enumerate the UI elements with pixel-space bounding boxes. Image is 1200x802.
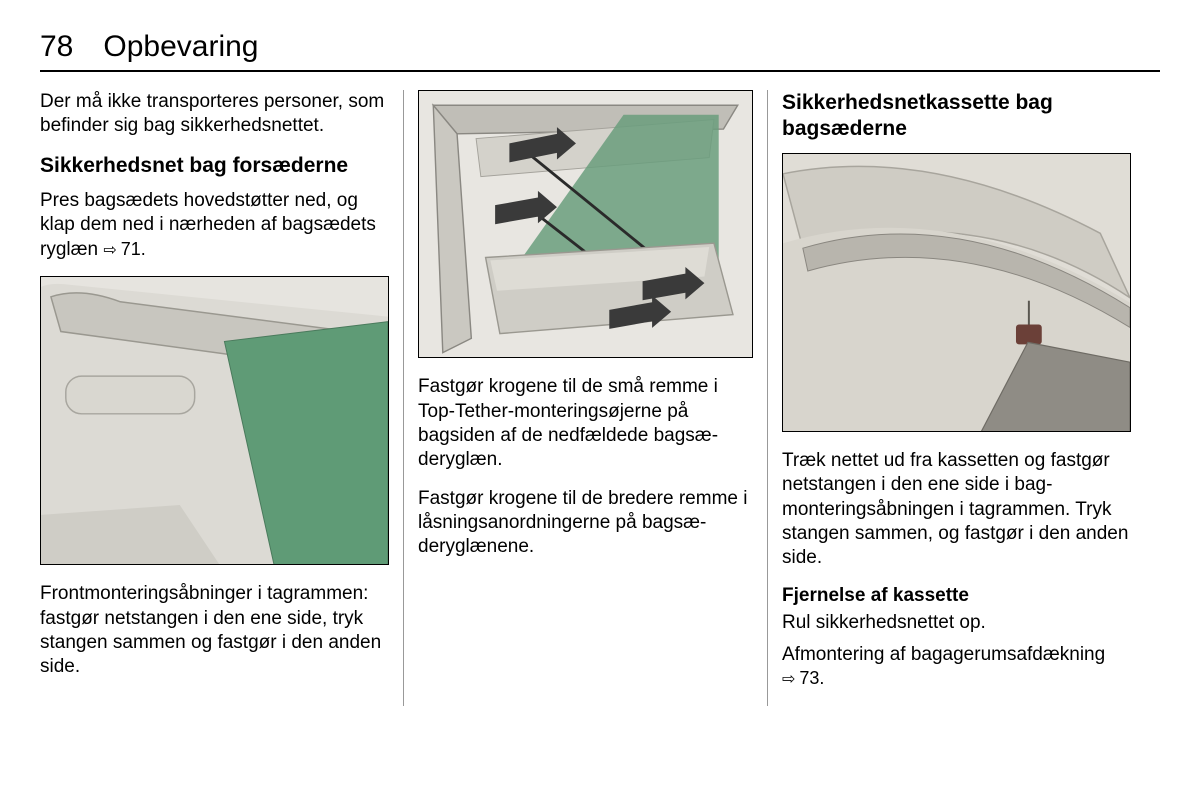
- illustration-front-mount: [40, 276, 389, 566]
- illustration-hooks: [418, 90, 753, 358]
- removal-xref: Afmontering af bagagerumsafdæk­ning 73.: [782, 643, 1131, 692]
- safety-warning-text: Der må ikke transporteres personer, som …: [40, 90, 389, 139]
- removal-text: Afmontering af bagagerumsafdæk­ning: [782, 644, 1105, 665]
- content-columns: Der må ikke transporteres personer, som …: [40, 90, 1160, 706]
- cassette-pull-instruction: Træk nettet ud fra kassetten og fast­gør…: [782, 449, 1131, 571]
- column-2: Fastgør krogene til de små remme i Top-T…: [404, 90, 767, 706]
- wider-straps-instruction: Fastgør krogene til de bredere remme i l…: [418, 487, 753, 560]
- page-number: 78: [40, 30, 73, 64]
- page-header: 78 Opbevaring: [40, 30, 1160, 72]
- section-title: Opbevaring: [103, 30, 258, 64]
- heading-cassette: Sikkerhedsnetkassette bag bagsæderne: [782, 90, 1131, 143]
- column-1: Der må ikke transporteres personer, som …: [40, 90, 403, 706]
- headrest-text: Pres bagsædets hovedstøtter ned, og klap…: [40, 190, 376, 260]
- cross-reference-71: 71.: [103, 238, 145, 261]
- heading-remove-cassette: Fjernelse af kassette: [782, 585, 1131, 607]
- rollup-instruction: Rul sikkerhedsnettet op.: [782, 611, 1131, 635]
- cross-reference-73: 73.: [782, 667, 824, 690]
- heading-front-seats: Sikkerhedsnet bag forsæderne: [40, 153, 389, 179]
- column-3: Sikkerhedsnetkassette bag bagsæderne Træ…: [768, 90, 1131, 706]
- headrest-instruction: Pres bagsædets hovedstøtter ned, og klap…: [40, 189, 389, 262]
- illustration-cassette: [782, 153, 1131, 433]
- top-tether-instruction: Fastgør krogene til de små remme i Top-T…: [418, 375, 753, 472]
- front-mount-instruction: Frontmonteringsåbninger i tagram­men: fa…: [40, 582, 389, 679]
